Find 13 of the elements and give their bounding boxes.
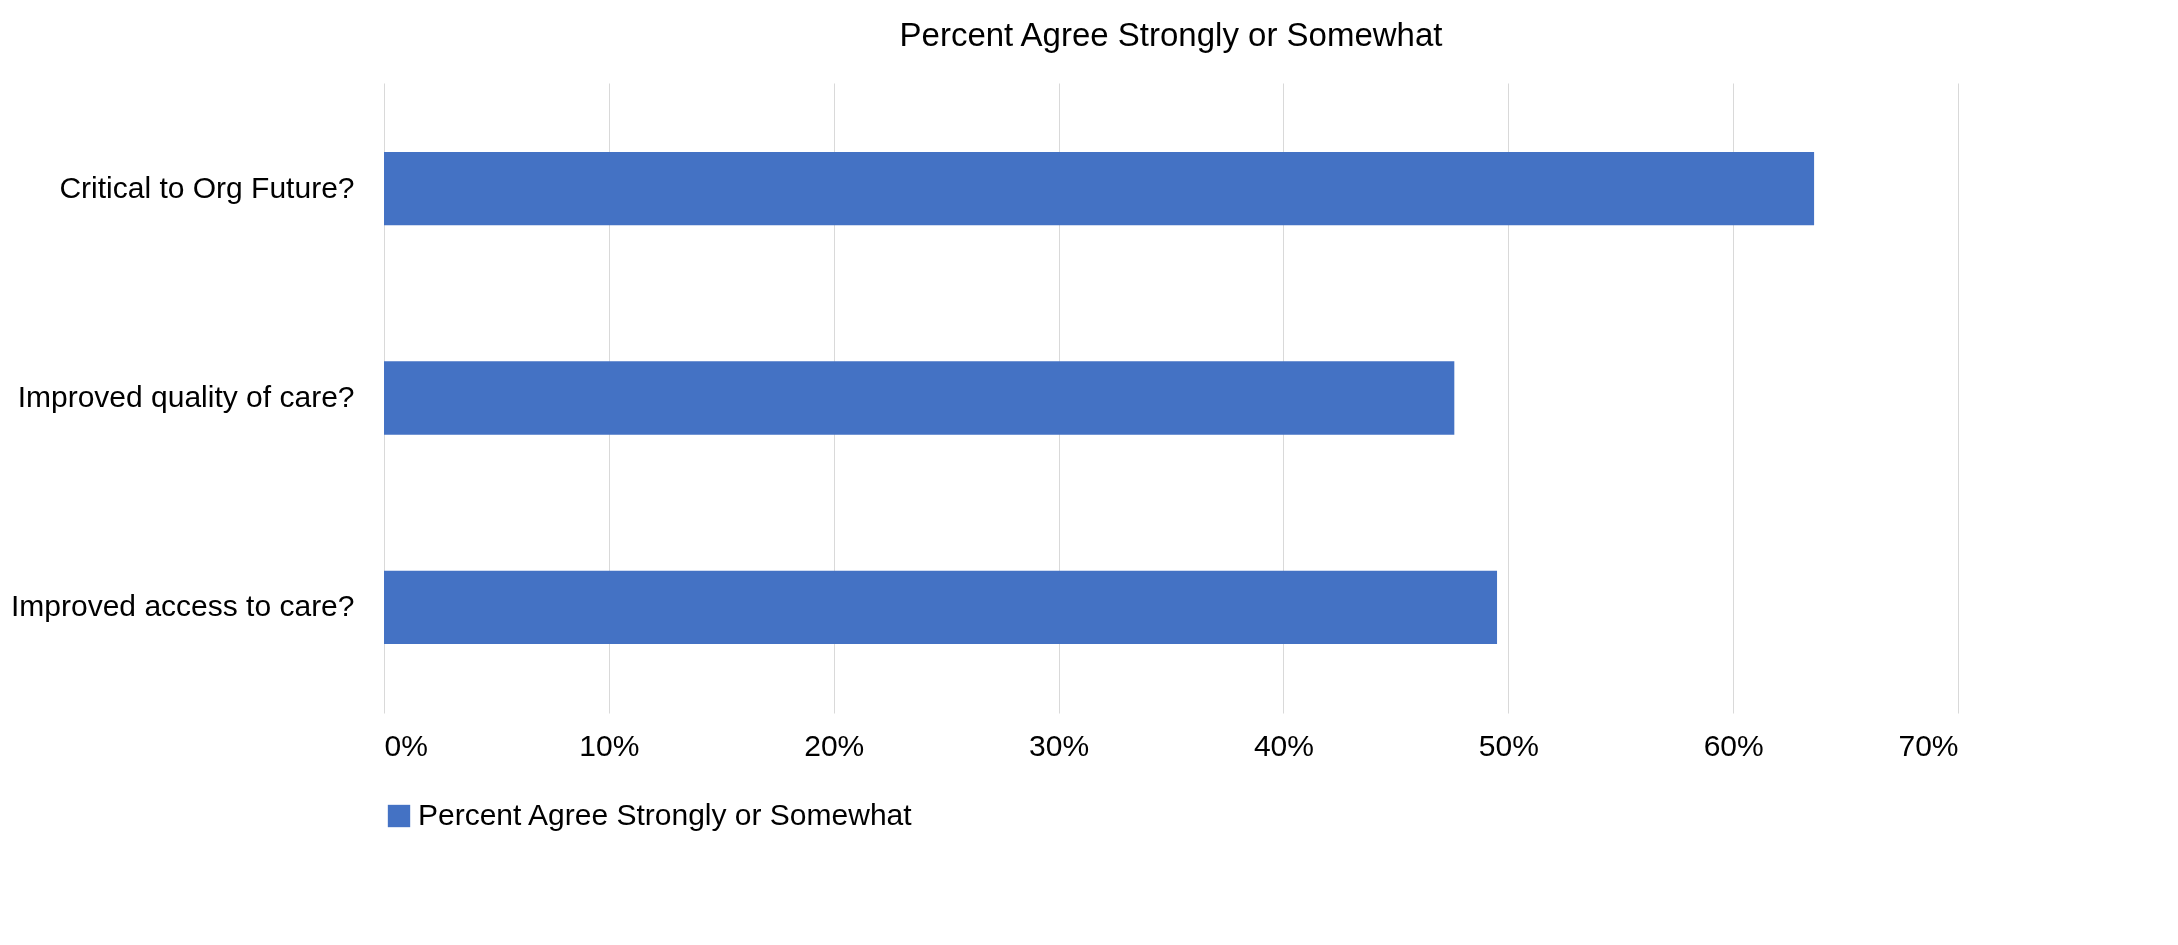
- x-tick-label: 30%: [1029, 728, 1090, 762]
- x-tick-label: 50%: [1478, 728, 1539, 762]
- x-tick-label: 60%: [1703, 728, 1764, 762]
- chart-title: Percent Agree Strongly or Somewhat: [899, 16, 1443, 53]
- y-tick-label: Improved access to care?: [11, 589, 355, 623]
- x-tick-label: 70%: [1898, 728, 1959, 762]
- y-tick-label: Improved quality of care?: [17, 380, 355, 413]
- x-tick-label: 0%: [384, 728, 428, 762]
- x-tick-label: 10%: [579, 728, 640, 762]
- legend-label: Percent Agree Strongly or Somewhat: [418, 798, 913, 831]
- x-tick-label: 40%: [1253, 728, 1314, 762]
- x-tick-label: 20%: [804, 728, 865, 762]
- y-tick-label: Critical to Org Future?: [59, 170, 355, 204]
